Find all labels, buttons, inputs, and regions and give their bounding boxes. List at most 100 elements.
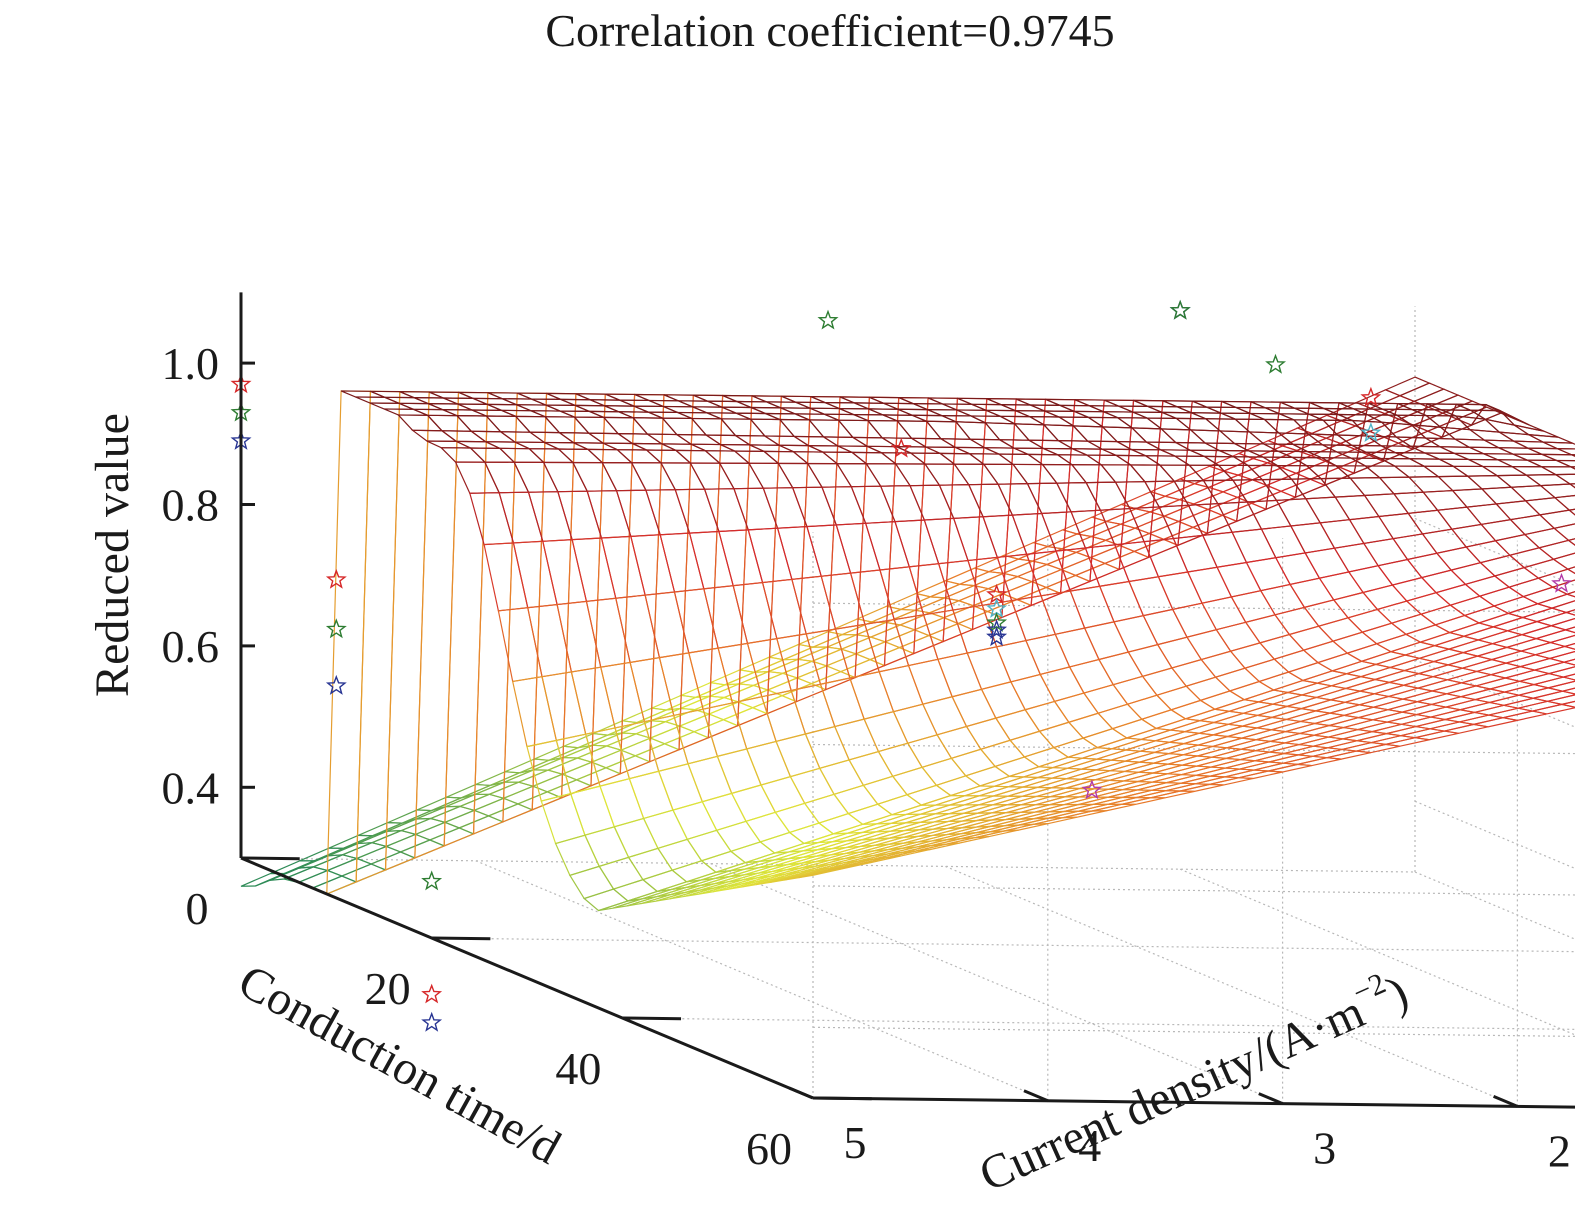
- surface-cell: [921, 794, 966, 806]
- x-tick: [622, 1016, 682, 1021]
- surface-cell: [426, 414, 473, 432]
- surface-cell: [1037, 778, 1082, 789]
- surface-cell: [584, 826, 630, 868]
- surface-cell: [573, 416, 620, 435]
- surface-cell: [1082, 683, 1129, 714]
- surface-cell: [1562, 687, 1575, 695]
- surface-cell: [707, 394, 753, 739]
- floor-grid-line: [240, 857, 1416, 873]
- surface-cell: [1273, 649, 1320, 673]
- y-tick: [788, 1086, 814, 1100]
- floor-grid-line: [710, 863, 1283, 1105]
- surface-cell: [298, 854, 343, 869]
- surface-cell: [767, 643, 815, 661]
- surface-cell: [730, 784, 777, 823]
- surface-cell: [760, 775, 806, 814]
- surface-cell: [921, 696, 968, 736]
- surface-cell: [1036, 787, 1081, 798]
- surface-cell: [1317, 617, 1364, 642]
- surface-cell: [1391, 576, 1438, 602]
- surface-cell: [719, 418, 767, 437]
- surface-cell: [1071, 425, 1119, 443]
- surface-cell: [1230, 589, 1276, 623]
- surface-cell: [599, 777, 645, 828]
- surface-cell: [1200, 650, 1246, 678]
- surface-cell: [1112, 675, 1158, 705]
- surface-cell: [965, 717, 1012, 750]
- z-tick-label: 0.8: [162, 480, 220, 531]
- surface-cell: [1258, 633, 1305, 660]
- surface-cell: [979, 775, 1024, 787]
- surface-cell: [540, 792, 586, 845]
- surface-cell: [1508, 547, 1555, 569]
- floor-grid-line: [945, 865, 1518, 1107]
- surface-cell: [1136, 790, 1181, 799]
- surface-cell: [627, 847, 674, 881]
- surface-cell: [807, 419, 855, 438]
- data-point: [986, 619, 1008, 640]
- surface-cell: [993, 786, 1038, 797]
- surface-cell: [1013, 423, 1060, 442]
- surface-cell: [355, 390, 401, 883]
- surface-cell: [414, 391, 460, 859]
- surface-cell: [1008, 776, 1053, 788]
- surface-cell: [1421, 528, 1468, 554]
- back-wall-grid-line: [812, 743, 1575, 755]
- surface-cell: [1561, 700, 1575, 708]
- surface-cell: [1022, 787, 1067, 798]
- surface-cell: [1288, 625, 1335, 651]
- surface-cell: [936, 725, 982, 759]
- y-tick: [1023, 1089, 1049, 1103]
- surface-cell: [1553, 473, 1575, 485]
- y-tick: [1258, 1092, 1284, 1105]
- surface-cell: [1262, 418, 1310, 435]
- surface-cell: [1233, 418, 1281, 434]
- surface-cell: [1438, 426, 1487, 441]
- surface-cell: [328, 842, 373, 857]
- surface-cell: [848, 750, 894, 786]
- floor-grid-line: [1179, 868, 1575, 1036]
- x-tick-label: 40: [555, 1043, 601, 1094]
- surface-cell: [1068, 658, 1115, 694]
- surface-cell: [992, 795, 1037, 806]
- surface-cell: [895, 420, 943, 440]
- surface-cell: [979, 739, 1026, 768]
- surface-cell: [862, 775, 909, 805]
- surface-cell: [1362, 584, 1408, 611]
- surface-cell: [906, 804, 951, 816]
- z-tick-label: 0.6: [162, 621, 220, 672]
- data-point: [890, 437, 912, 458]
- x-tick-label: 60: [746, 1123, 792, 1174]
- surface-cell: [1362, 538, 1409, 567]
- surface-cell: [1038, 721, 1085, 749]
- surface-cell: [568, 865, 615, 900]
- surface-cell: [621, 720, 666, 735]
- surface-cell: [978, 795, 1023, 806]
- surface-cell: [384, 391, 430, 871]
- surface-cell: [1244, 614, 1291, 644]
- surface-cell: [569, 785, 616, 836]
- surface-cell: [631, 417, 679, 436]
- surface-cell: [1213, 712, 1258, 725]
- data-point: [1265, 353, 1287, 374]
- surface-cell: [798, 868, 843, 879]
- surface-cell: [686, 829, 732, 862]
- surface-cell: [661, 417, 708, 436]
- surface-cell: [825, 396, 871, 691]
- surface-cell: [891, 766, 938, 796]
- x-tick: [812, 1096, 872, 1101]
- surface-cell: [1092, 803, 1136, 812]
- surface-cell: [1204, 418, 1252, 433]
- surface-cell: [877, 742, 924, 777]
- surface-cell: [1104, 508, 1153, 525]
- z-tick-label: 1.0: [162, 338, 220, 389]
- surface-cell: [778, 418, 825, 438]
- surface-cell: [1122, 789, 1167, 799]
- surface-cell: [1303, 599, 1350, 627]
- surface-cell: [1553, 494, 1575, 511]
- surface-cell: [592, 732, 637, 747]
- surface-cell: [1420, 569, 1467, 594]
- surface-cell: [1450, 523, 1497, 548]
- surface-cell: [729, 841, 776, 864]
- floor-grid-line: [1414, 871, 1575, 940]
